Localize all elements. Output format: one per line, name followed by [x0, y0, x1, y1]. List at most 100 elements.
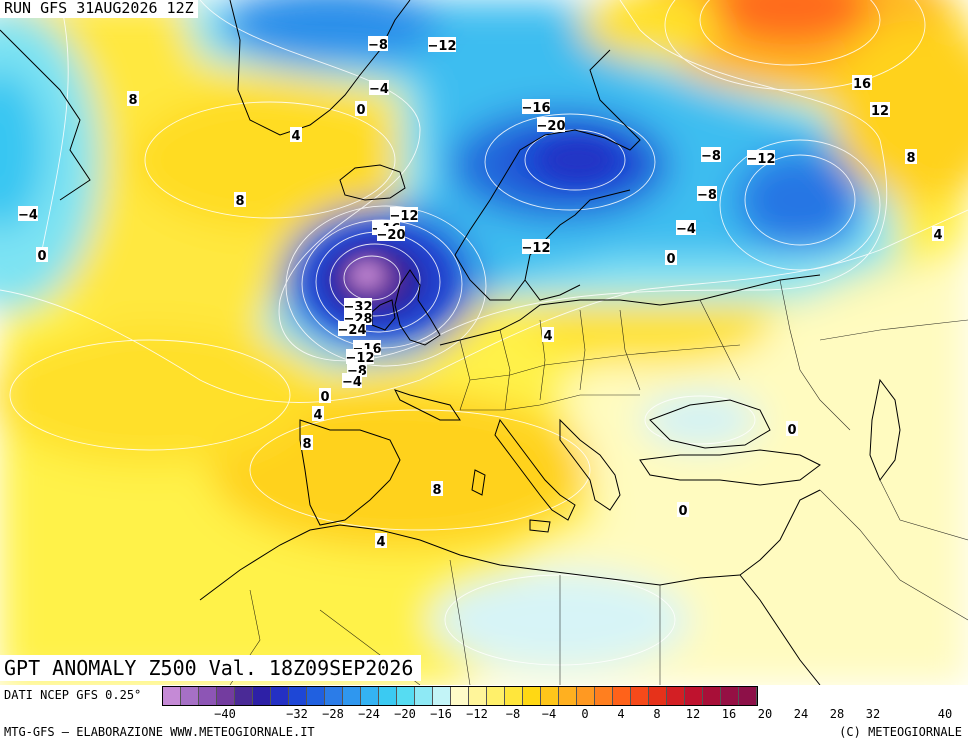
- colorbar-legend: [162, 686, 758, 706]
- colorbar-tick-label: 40: [937, 707, 953, 721]
- contour-label: −4: [369, 82, 389, 97]
- colorbar-swatch: [505, 687, 523, 705]
- contour-label-bg: [127, 91, 139, 106]
- contour-label-bg: [301, 435, 313, 450]
- colorbar-tick-label: 4: [617, 707, 625, 721]
- contour-label-bg: [701, 147, 721, 162]
- colorbar-tick-label: −12: [466, 707, 488, 721]
- map-title: GPT ANOMALY Z500 Val. 18Z09SEP2026: [0, 655, 422, 681]
- contour-label: −4: [676, 222, 696, 237]
- contour-label: −8: [697, 188, 717, 203]
- contour-label: −4: [342, 375, 362, 390]
- contour-label-bg: [368, 36, 388, 51]
- colorbar-tick-label: 28: [829, 707, 845, 721]
- colorbar-ticks: −40 −32 −28 −24 −20 −16 −12 −8 −4 0 4 8 12 16 20 24 28 32…: [162, 707, 966, 723]
- colorbar-swatch: [631, 687, 649, 705]
- contour-label: −20: [377, 228, 406, 243]
- colorbar-tick-label: −28: [322, 707, 344, 721]
- contour-label-bg: [344, 298, 372, 313]
- run-label: RUN GFS 31AUG2026 12Z: [0, 0, 198, 18]
- colorbar-tick-label: 8: [653, 707, 661, 721]
- contour-label-bg: [747, 150, 775, 165]
- colorbar-swatch: [325, 687, 343, 705]
- contour-label: −8: [701, 149, 721, 164]
- credit-left: MTG-GFS — ELABORAZIONE WWW.METEOGIORNALE…: [4, 725, 315, 739]
- contour-label: 4: [376, 535, 385, 550]
- contour-label: 0: [356, 103, 365, 118]
- contour-label: −12: [747, 152, 776, 167]
- colorbar-tick-label: −4: [541, 707, 557, 721]
- colorbar-swatch: [577, 687, 595, 705]
- colorbar-swatch: [163, 687, 181, 705]
- colorbar-swatch: [703, 687, 721, 705]
- colorbar-swatch: [271, 687, 289, 705]
- contour-label: 4: [313, 408, 322, 423]
- colorbar-swatch: [235, 687, 253, 705]
- colorbar-swatch: [559, 687, 577, 705]
- colorbar-swatch: [289, 687, 307, 705]
- contour-label-bg: [431, 481, 443, 496]
- colorbar-swatch: [379, 687, 397, 705]
- contour-label-bg: [338, 321, 366, 336]
- colorbar-tick-label: 16: [721, 707, 737, 721]
- colorbar-swatch: [487, 687, 505, 705]
- colorbar-swatch: [397, 687, 415, 705]
- credit-right: (C) METEOGIORNALE: [839, 725, 962, 739]
- colorbar-tick-label: 20: [757, 707, 773, 721]
- footer: DATI NCEP GFS 0.25° −40 −32 −28 −24 −20 −16 −1…: [0, 685, 968, 745]
- colorbar-tick-label: −20: [394, 707, 416, 721]
- contour-label: 8: [432, 483, 441, 498]
- contour-label: 4: [543, 329, 552, 344]
- colorbar-tick-label: 12: [685, 707, 701, 721]
- colorbar-tick-label: −32: [286, 707, 308, 721]
- colorbar-tick-label: 32: [865, 707, 881, 721]
- contour-label: 0: [37, 249, 46, 264]
- colorbar-swatch: [469, 687, 487, 705]
- contour-label-bg: [697, 186, 717, 201]
- colorbar-swatch: [199, 687, 217, 705]
- contour-label-bg: [369, 80, 389, 95]
- contour-label: 8: [128, 93, 137, 108]
- contour-label: 0: [678, 504, 687, 519]
- colorbar-swatch: [361, 687, 379, 705]
- colorbar-swatch: [343, 687, 361, 705]
- contour-label: −8: [368, 38, 388, 53]
- contour-label-bg: [522, 99, 550, 114]
- contour-label-bg: [677, 502, 689, 517]
- colorbar-swatch: [433, 687, 451, 705]
- colorbar-swatch: [523, 687, 541, 705]
- contour-label: 16: [853, 77, 871, 92]
- contour-label-bg: [542, 327, 554, 342]
- contour-label-bg: [428, 37, 456, 52]
- contour-label-bg: [342, 373, 362, 388]
- contour-label-bg: [375, 533, 387, 548]
- contour-label: 4: [933, 228, 942, 243]
- contour-label: 4: [291, 129, 300, 144]
- contour-label-bg: [786, 421, 798, 436]
- contour-label-bg: [234, 192, 246, 207]
- isolines: [0, 0, 968, 665]
- contour-label-bg: [312, 406, 324, 421]
- contour-label-bg: [36, 247, 48, 262]
- colorbar-swatch: [649, 687, 667, 705]
- contour-label: −12: [428, 39, 457, 54]
- colorbar-swatch: [721, 687, 739, 705]
- contour-label-bg: [852, 75, 872, 90]
- contour-label: −12: [522, 241, 551, 256]
- contour-label-bg: [319, 388, 331, 403]
- contour-label: 12: [871, 104, 889, 119]
- contour-label-bg: [665, 250, 677, 265]
- data-source: DATI NCEP GFS 0.25°: [4, 688, 142, 702]
- contour-label: 0: [787, 423, 796, 438]
- colorbar-tick-label: 24: [793, 707, 809, 721]
- contour-label-bg: [18, 206, 38, 221]
- contour-label-bg: [932, 226, 944, 241]
- contour-label: −24: [338, 323, 367, 338]
- colorbar-swatch: [685, 687, 703, 705]
- colorbar-tick-label: −24: [358, 707, 380, 721]
- contour-label-bg: [522, 239, 550, 254]
- contour-label-bg: [377, 226, 405, 241]
- coastlines: [0, 0, 901, 685]
- contour-label: 0: [666, 252, 675, 267]
